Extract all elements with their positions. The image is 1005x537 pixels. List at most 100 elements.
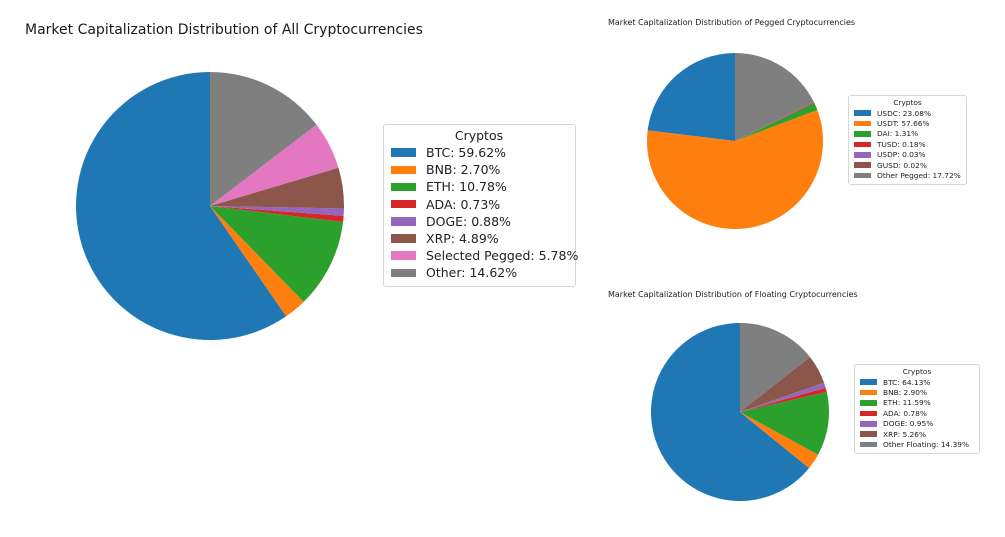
pie-slice-other-floating: [740, 323, 810, 412]
legend-swatch: [391, 199, 416, 209]
legend-label: Other: 14.62%: [426, 265, 518, 281]
legend-item: XRP: 4.89%: [391, 230, 567, 247]
legend-swatch: [391, 268, 416, 278]
legend-swatch: [391, 165, 416, 175]
pie-slice-other-pegged: [735, 53, 814, 141]
legend-label: BNB: 2.90%: [883, 388, 927, 398]
legend-swatch: [860, 410, 877, 417]
legend-item: BTC: 64.13%: [860, 377, 974, 387]
legend-label: USDC: 23.08%: [877, 108, 931, 118]
legend-label: DOGE: 0.88%: [426, 213, 511, 229]
pie-slice-btc: [75, 72, 287, 340]
legend-item: DAI: 1.31%: [854, 129, 961, 139]
legend-item: GUSD: 0.02%: [854, 160, 961, 170]
legend-swatch: [860, 421, 877, 427]
legend-swatch: [860, 389, 877, 396]
legend-item: BNB: 2.70%: [391, 161, 567, 178]
legend-item: ETH: 11.59%: [860, 398, 974, 408]
legend-item: Other Floating: 14.39%: [860, 439, 974, 449]
legend-label: BTC: 64.13%: [883, 377, 931, 387]
pie-slice-gusd: [735, 102, 815, 141]
pie-slice-usdt: [647, 109, 823, 229]
pie-slice-xrp: [210, 167, 344, 209]
pie-slice-selected-pegged: [210, 124, 339, 206]
legend-title: Cryptos: [902, 367, 932, 376]
legend-label: XRP: 4.89%: [426, 231, 499, 247]
legend-label: Selected Pegged: 5.78%: [426, 248, 579, 264]
legend-item: USDP: 0.03%: [854, 150, 961, 160]
pie-slice-bnb: [740, 412, 819, 469]
pie-slice-btc: [651, 323, 810, 501]
pie-slice-doge: [210, 206, 344, 216]
legend-label: Other Floating: 14.39%: [883, 440, 970, 450]
pie-slice-eth: [740, 391, 829, 455]
chart-title-floating: Market Capitalization Distribution of Fl…: [608, 290, 858, 299]
legend-item: DOGE: 0.95%: [860, 419, 974, 429]
pie-slice-tusd: [735, 102, 815, 141]
legend-item: TUSD: 0.18%: [854, 139, 961, 149]
legend-label: GUSD: 0.02%: [877, 160, 927, 170]
chart-title-pegged: Market Capitalization Distribution of Pe…: [608, 18, 856, 27]
legend-label: ETH: 10.78%: [426, 179, 507, 195]
legend-all: Cryptos BTC: 59.62% BNB: 2.70% ETH: 10.78%…: [383, 124, 578, 287]
legend-item: BNB: 2.90%: [860, 387, 974, 397]
legend-label: DOGE: 0.95%: [883, 419, 934, 429]
legend-label: Other Pegged: 17.72%: [877, 171, 961, 181]
legend-title: Cryptos: [454, 128, 504, 143]
legend-item: USDT: 57.66%: [854, 118, 961, 128]
legend-item: Other: 14.62%: [391, 264, 567, 281]
legend-floating: Cryptos BTC: 64.13% BNB: 2.90% ETH: 11.59%…: [854, 364, 980, 454]
legend-swatch: [860, 400, 877, 406]
pie-slice-ada: [740, 387, 827, 412]
legend-item: ETH: 10.78%: [391, 178, 567, 195]
legend-swatch: [854, 120, 871, 127]
legend-item: ADA: 0.78%: [860, 408, 974, 418]
legend-swatch: [854, 162, 871, 168]
legend-swatch: [391, 182, 416, 192]
legend-item: Selected Pegged: 5.78%: [391, 247, 578, 264]
pie-slice-bnb: [210, 206, 304, 317]
legend-label: USDT: 57.66%: [877, 119, 930, 129]
legend-swatch: [391, 217, 416, 226]
legend-swatch: [860, 441, 877, 448]
legend-label: BTC: 59.62%: [426, 145, 507, 161]
legend-label: ADA: 0.73%: [426, 196, 501, 212]
legend-label: ETH: 11.59%: [883, 398, 931, 408]
legend-label: DAI: 1.31%: [877, 129, 919, 139]
pie-slice-doge: [740, 382, 826, 412]
legend-item: ADA: 0.73%: [391, 196, 567, 213]
legend-item: XRP: 5.26%: [860, 429, 974, 439]
legend-label: ADA: 0.78%: [883, 408, 927, 418]
legend-item: Other Pegged: 17.72%: [854, 170, 961, 180]
legend-label: BNB: 2.70%: [426, 162, 501, 178]
legend-swatch: [391, 234, 416, 243]
pie-slice-eth: [210, 206, 344, 302]
pie-slice-other: [210, 72, 317, 206]
legend-swatch: [854, 131, 871, 137]
legend-swatch: [854, 152, 871, 158]
legend-swatch: [860, 379, 877, 385]
pie-slice-ada: [210, 206, 344, 222]
legend-swatch: [391, 251, 416, 260]
pie-slice-dai: [735, 103, 818, 141]
legend-item: BTC: 59.62%: [391, 144, 567, 161]
legend-item: DOGE: 0.88%: [391, 213, 567, 230]
legend-swatch: [854, 110, 871, 116]
pie-slice-xrp: [740, 356, 825, 412]
pie-slice-usdc: [647, 53, 735, 141]
legend-swatch: [860, 431, 877, 437]
legend-swatch: [854, 141, 871, 148]
legend-label: TUSD: 0.18%: [877, 139, 926, 149]
legend-item: USDC: 23.08%: [854, 108, 961, 118]
legend-swatch: [854, 172, 871, 179]
legend-swatch: [391, 148, 416, 157]
pie-slice-usdp: [735, 102, 815, 141]
legend-label: XRP: 5.26%: [883, 429, 926, 439]
legend-title: Cryptos: [893, 98, 922, 107]
legend-pegged: Cryptos USDC: 23.08% USDT: 57.66% DAI: 1.3…: [848, 95, 967, 185]
chart-title-all: Market Capitalization Distribution of Al…: [25, 22, 423, 38]
legend-label: USDP: 0.03%: [877, 150, 926, 160]
